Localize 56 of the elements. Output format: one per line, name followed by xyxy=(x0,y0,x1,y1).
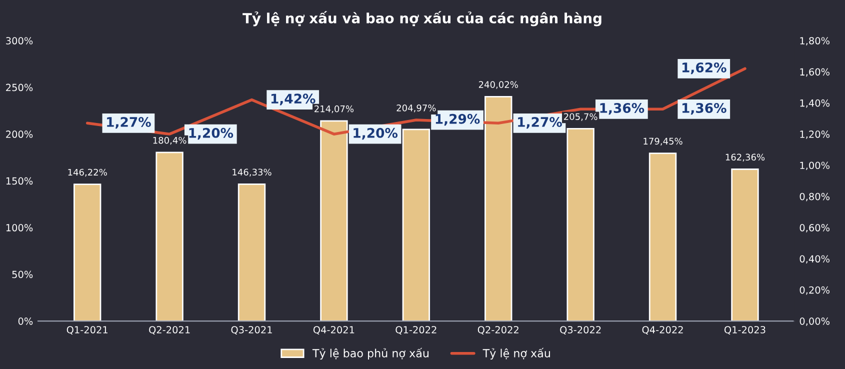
data-label: 146,22% xyxy=(68,168,107,177)
x-tick-label: Q1-2023 xyxy=(724,326,766,335)
x-tick-label: Q3-2022 xyxy=(560,326,601,335)
y2-tick-label: 0,60% xyxy=(800,224,830,232)
data-label: 240,02% xyxy=(478,81,518,89)
data-label: 1,20% xyxy=(189,128,234,140)
y2-tick-label: 1,20% xyxy=(800,130,830,139)
bar xyxy=(566,128,594,322)
y-tick-label: 250% xyxy=(6,84,33,92)
data-label: 204,97% xyxy=(396,104,436,112)
y2-tick-label: 0,20% xyxy=(800,286,830,295)
y-tick-label: 150% xyxy=(6,177,33,185)
data-label: 205,7% xyxy=(564,113,598,121)
legend-label: Tỷ lệ nợ xấu xyxy=(482,348,550,360)
x-tick-label: Q1-2022 xyxy=(396,326,436,335)
y2-tick-label: 1,00% xyxy=(800,162,830,170)
bar xyxy=(156,152,184,322)
data-label: 1,29% xyxy=(436,114,480,126)
y-tick-label: 300% xyxy=(6,37,33,44)
y2-tick-label: 1,60% xyxy=(800,68,830,77)
chart-title: Tỷ lệ nợ xấu và bao nợ xấu của các ngân hàng xyxy=(242,11,602,26)
bar xyxy=(74,184,102,322)
data-label: 1,42% xyxy=(271,94,316,106)
y-tick-label: 100% xyxy=(6,224,33,232)
bar xyxy=(648,152,677,322)
legend-label: Tỷ lệ bao phủ nợ xấu xyxy=(312,348,428,360)
x-tick-label: Q2-2021 xyxy=(149,326,190,335)
x-tick-label: Q3-2021 xyxy=(231,326,272,335)
y2-tick-label: 1,40% xyxy=(800,99,830,108)
y2-tick-label: 1,80% xyxy=(800,37,830,46)
bar xyxy=(731,168,759,322)
data-label: 1,36% xyxy=(682,102,726,115)
data-label: 1,62% xyxy=(682,62,726,74)
data-label: 180,4% xyxy=(153,136,186,145)
y-tick-label: 0% xyxy=(18,318,33,325)
x-tick-label: Q4-2021 xyxy=(313,326,354,335)
y2-tick-label: 0,00% xyxy=(800,318,830,326)
x-tick-label: Q1-2021 xyxy=(66,326,108,335)
y-tick-label: 200% xyxy=(6,130,33,138)
bar xyxy=(320,120,348,322)
y2-tick-label: 0,40% xyxy=(800,255,830,264)
data-label: 146,33% xyxy=(232,168,272,176)
data-label: 162,36% xyxy=(726,154,765,162)
data-label: 1,27% xyxy=(107,117,151,129)
bar xyxy=(238,184,266,322)
bar xyxy=(484,96,512,322)
x-tick-label: Q2-2022 xyxy=(478,326,518,335)
data-label: 1,20% xyxy=(354,128,398,140)
data-label: 1,36% xyxy=(600,102,644,115)
data-label: 214,07% xyxy=(314,105,354,114)
data-label: 1,27% xyxy=(518,117,562,129)
data-label: 179,45% xyxy=(644,138,682,146)
y-tick-label: 50% xyxy=(12,270,33,278)
x-tick-label: Q4-2022 xyxy=(642,326,683,335)
bar xyxy=(402,128,430,322)
y2-tick-label: 0,80% xyxy=(800,192,830,202)
